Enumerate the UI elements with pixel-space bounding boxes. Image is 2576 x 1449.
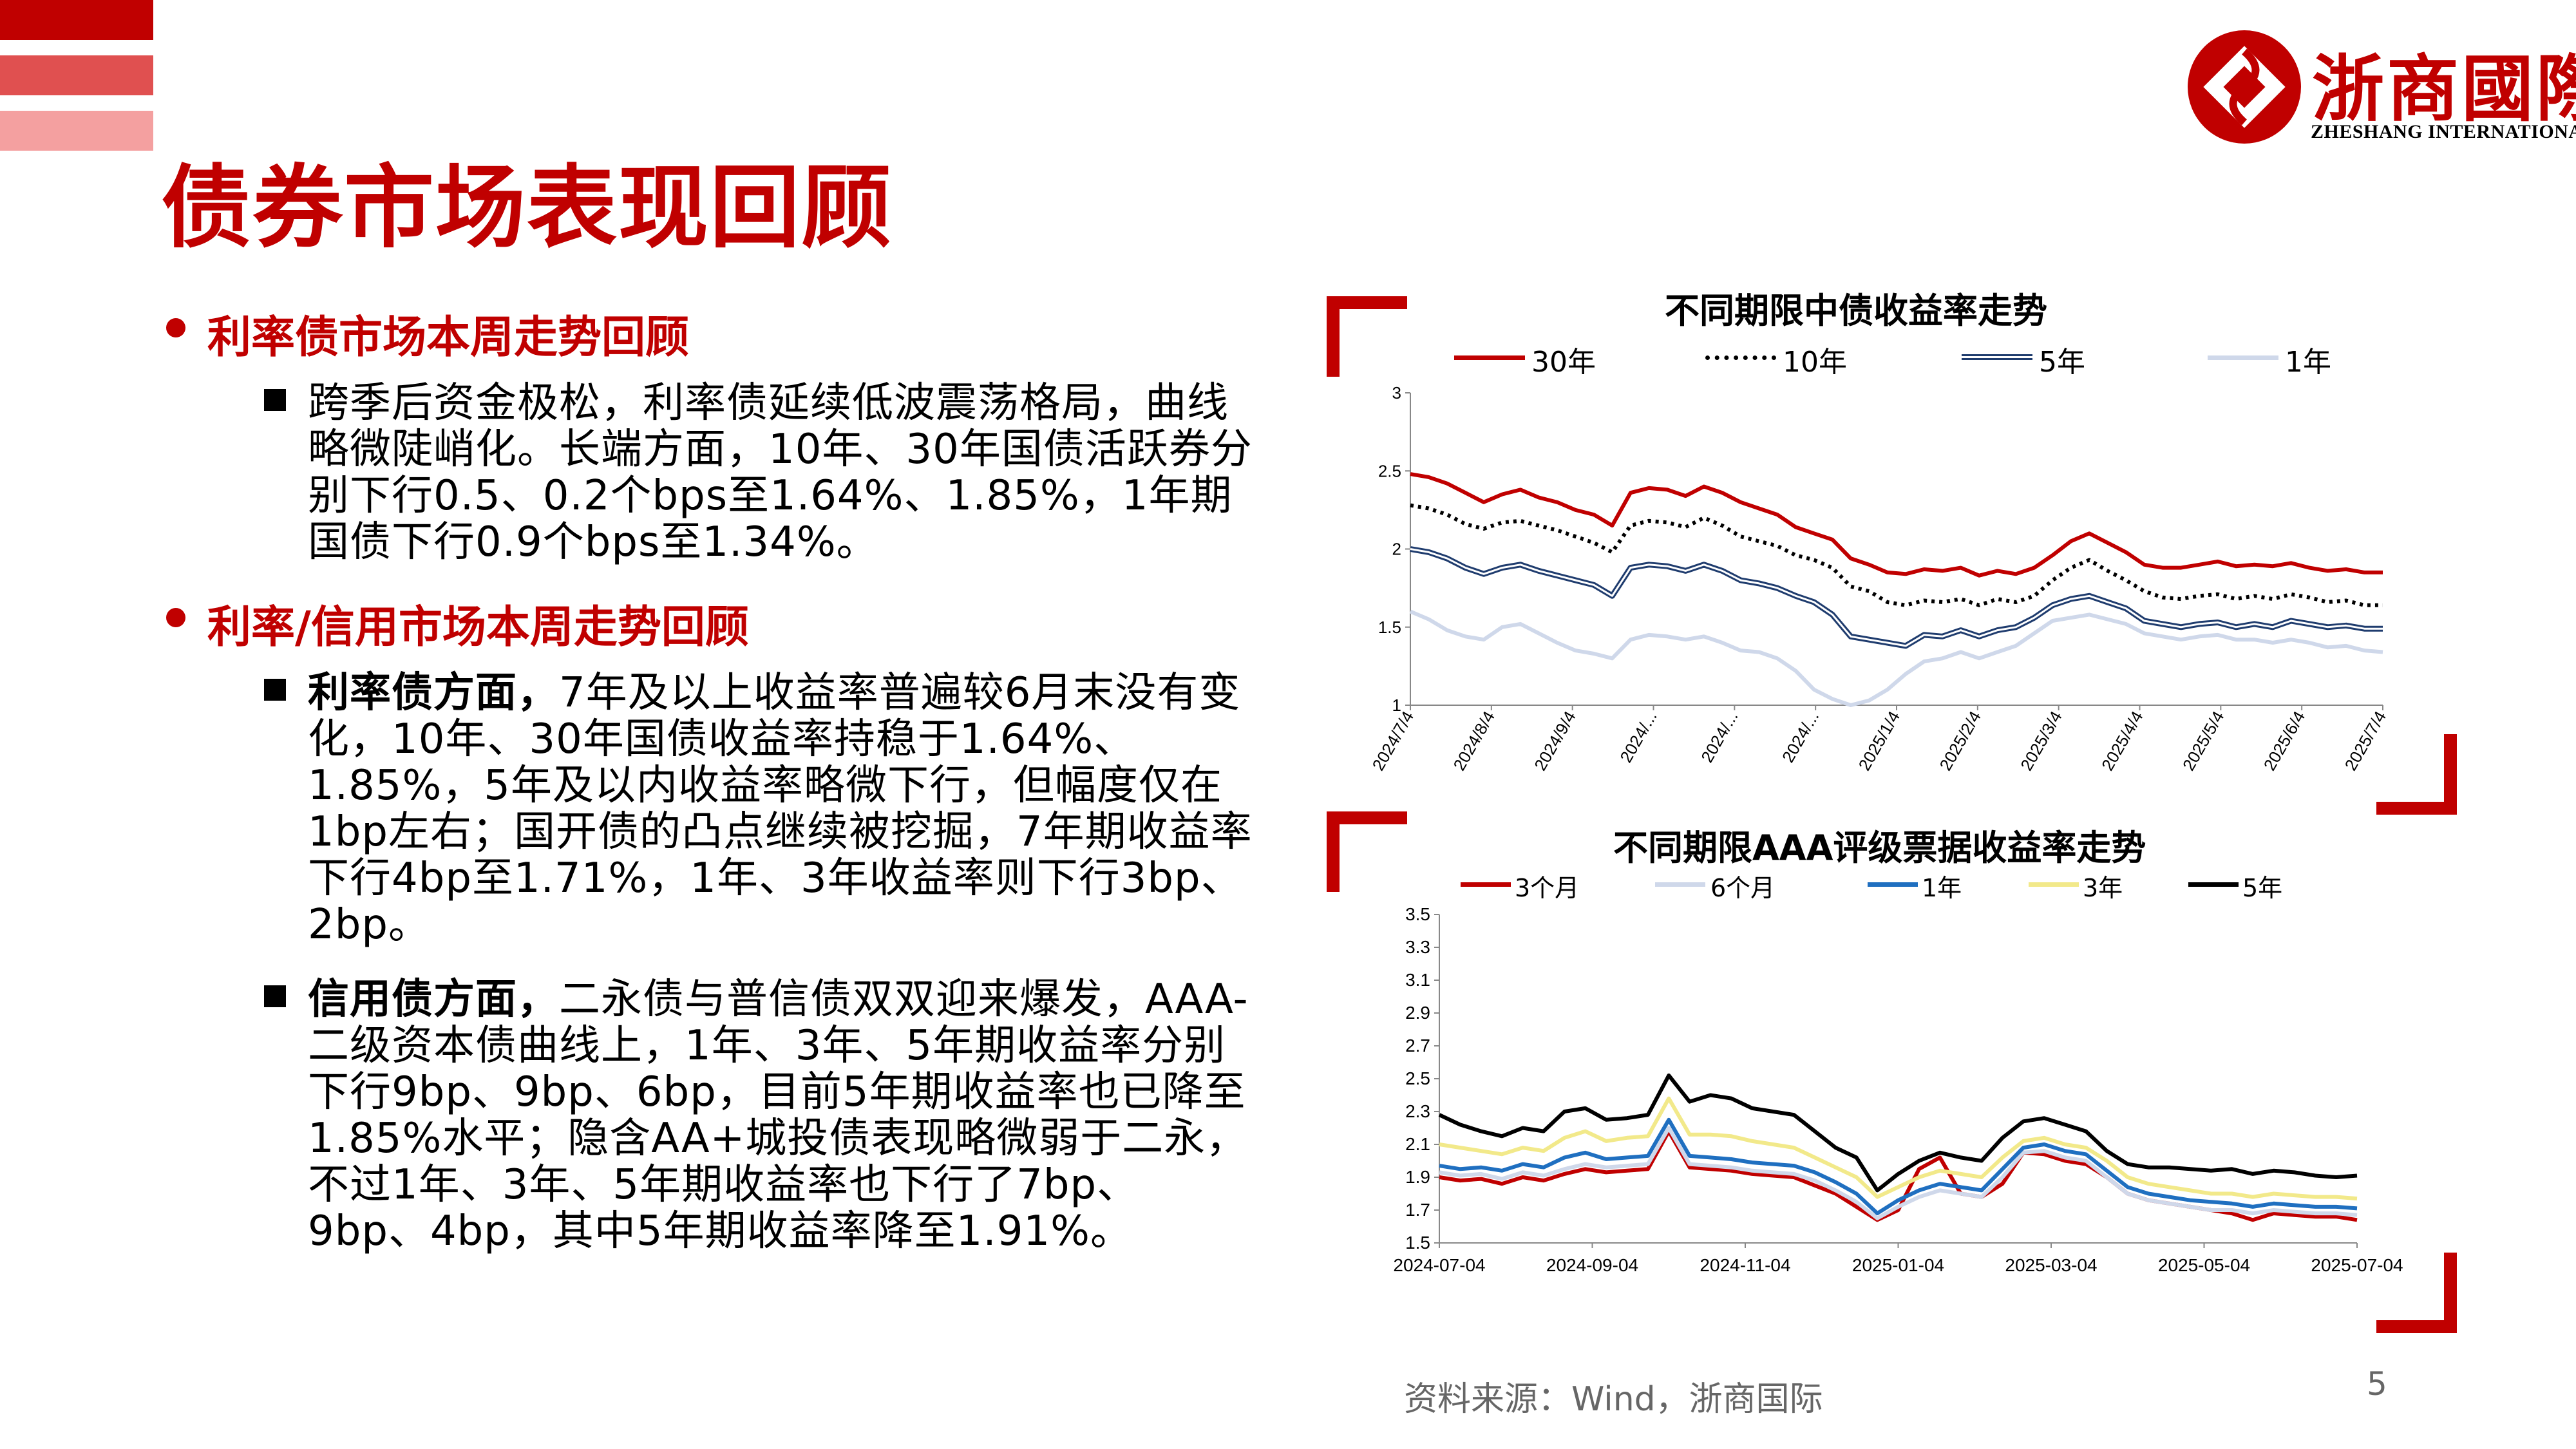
series-line-2: [1410, 546, 2383, 649]
x-tick-label: 2025/1/4: [1855, 708, 1904, 774]
source-note: 资料来源：Wind，浙商国际: [1404, 1380, 1823, 1419]
legend-label-1y: 1年: [2285, 346, 2331, 379]
series-line-3: [1409, 609, 2383, 707]
x-tick-label: 2024/...: [1778, 708, 1823, 766]
x-tick-label: 2025-05-04: [2158, 1255, 2250, 1275]
x-tick-label: 2025-07-04: [2311, 1255, 2403, 1275]
square-bullet-icon: [264, 985, 286, 1007]
legend-line-3y: [2029, 882, 2079, 887]
x-tick-label: 2024-11-04: [1700, 1255, 1790, 1275]
paragraph-credit-bonds: 信用债方面，二永债与普信债双双迎来爆发，AAA-二级资本债曲线上，1年、3年、5…: [308, 976, 1261, 1255]
square-bullet-icon: [264, 389, 286, 411]
header-stripe-middle: [0, 55, 153, 95]
y-tick-label: 3: [1392, 383, 1401, 402]
legend-label-3m: 3个月: [1515, 874, 1580, 902]
series-line-3: [1439, 1096, 2358, 1201]
header-stripe-top: [0, 0, 153, 40]
y-tick-label: 2: [1392, 540, 1401, 559]
y-tick-label: 3.3: [1405, 937, 1430, 957]
series-line-4: [1438, 1073, 2358, 1193]
legend-line-10y: [1705, 355, 1776, 360]
y-tick-label: 2.5: [1405, 1068, 1430, 1088]
legend-label-5y: 5年: [2242, 874, 2283, 902]
y-tick-label: 1.5: [1405, 1233, 1430, 1253]
legend-label-30y: 30年: [1531, 346, 1596, 379]
page-title: 债券市场表现回顾: [161, 156, 893, 261]
x-tick-label: 2024/7/4: [1368, 708, 1418, 774]
logo-emblem-icon: [2188, 30, 2301, 144]
legend-label-5y: 5年: [2039, 346, 2085, 379]
logo-chinese-text: 浙商國際: [2312, 47, 2576, 131]
x-tick-label: 2025/2/4: [1935, 708, 1985, 774]
y-tick-label: 3.1: [1405, 970, 1430, 990]
company-logo: 浙商國際 ZHESHANG INTERNATIONAL: [2183, 26, 2576, 155]
chart1-title: 不同期限中债收益率走势: [1665, 290, 2047, 331]
y-tick-label: 2.3: [1405, 1101, 1430, 1121]
series-line-2: [1439, 1117, 2358, 1216]
legend-line-5y: [2188, 882, 2239, 887]
x-tick-label: 2025/6/4: [2260, 708, 2309, 774]
y-tick-label: 1.9: [1405, 1167, 1430, 1187]
page-number: 5: [2367, 1365, 2387, 1403]
series-line-1: [1410, 503, 2383, 607]
y-tick-label: 1.7: [1405, 1200, 1430, 1220]
series-line-1: [1439, 1126, 2358, 1220]
legend-line-5y: [1962, 354, 2032, 360]
legend-label-10y: 10年: [1783, 346, 1847, 379]
chart2-aaa-bill-yields: 3.5 3.3 3.1 2.9 2.7 2.5 2.3 2.1 1.9 1.7 1.52024-07…: [1393, 904, 2403, 1275]
series-line-0: [1410, 472, 2383, 578]
x-tick-label: 2025/4/4: [2098, 708, 2147, 774]
section-bullet-icon: [166, 608, 185, 627]
legend-label-6m: 6个月: [1710, 874, 1776, 902]
section-heading-rates-credit: 利率/信用市场本周走势回顾: [207, 602, 749, 653]
paragraph-lead: 信用债方面，: [308, 976, 559, 1023]
chart1-corner-top-left: [1327, 296, 1407, 377]
y-tick-label: 1: [1392, 696, 1401, 715]
paragraph-lead: 利率债方面，: [308, 669, 559, 717]
paragraph-text: 7年及以上收益率普遍较6月末没有变化，10年、30年国债收益率持稳于1.64%、…: [308, 669, 1253, 949]
logo-english-text: ZHESHANG INTERNATIONAL: [2311, 121, 2576, 142]
y-tick-label: 2.5: [1378, 461, 1401, 480]
x-tick-label: 2024/...: [1616, 708, 1660, 766]
y-tick-label: 1.5: [1378, 618, 1401, 637]
y-tick-label: 2.7: [1405, 1036, 1430, 1056]
section-bullet-icon: [166, 318, 185, 337]
legend-line-1y: [2208, 355, 2278, 360]
x-tick-label: 2025-03-04: [2005, 1255, 2097, 1275]
square-bullet-icon: [264, 679, 286, 701]
paragraph-text: 二永债与普信债双双迎来爆发，AAA-二级资本债曲线上，1年、3年、5年期收益率分…: [308, 976, 1249, 1255]
paragraph-rates-weekly: 跨季后资金极松，利率债延续低波震荡格局，曲线略微陡峭化。长端方面，10年、30年…: [308, 380, 1261, 565]
x-tick-label: 2024-07-04: [1393, 1255, 1485, 1275]
x-tick-label: 2024/9/4: [1530, 708, 1580, 774]
paragraph-rate-bonds: 利率债方面，7年及以上收益率普遍较6月末没有变化，10年、30年国债收益率持稳于…: [308, 670, 1261, 948]
x-tick-label: 2025/7/4: [2341, 708, 2391, 774]
series-line-2-inner: [1410, 548, 2383, 647]
paragraph-text: 跨季后资金极松，利率债延续低波震荡格局，曲线略微陡峭化。长端方面，10年、30年…: [308, 379, 1253, 566]
y-tick-label: 3.5: [1405, 904, 1430, 924]
x-tick-label: 2024/8/4: [1449, 708, 1499, 774]
chart2-corner-bottom-right: [2376, 1253, 2457, 1333]
legend-line-30y: [1454, 355, 1525, 360]
x-tick-label: 2025/3/4: [2016, 708, 2066, 774]
chart1-corner-bottom-right: [2376, 734, 2457, 815]
x-tick-label: 2024/...: [1697, 708, 1741, 766]
y-tick-label: 2.9: [1405, 1003, 1430, 1023]
x-tick-label: 2025/5/4: [2179, 708, 2228, 774]
legend-label-1y: 1年: [1922, 874, 1962, 902]
header-stripe-bottom: [0, 111, 153, 151]
legend-line-1y: [1868, 882, 1918, 887]
legend-line-3m: [1461, 882, 1511, 887]
section-heading-rates: 利率债市场本周走势回顾: [207, 312, 690, 363]
chart2-title: 不同期限AAA评级票据收益率走势: [1613, 828, 2146, 868]
y-tick-label: 2.1: [1405, 1134, 1430, 1154]
chart2-corner-top-left: [1327, 811, 1407, 892]
x-tick-label: 2024-09-04: [1546, 1255, 1638, 1275]
legend-line-6m: [1655, 882, 1705, 887]
legend-label-3y: 3年: [2083, 874, 2123, 902]
x-tick-label: 2025-01-04: [1852, 1255, 1944, 1275]
